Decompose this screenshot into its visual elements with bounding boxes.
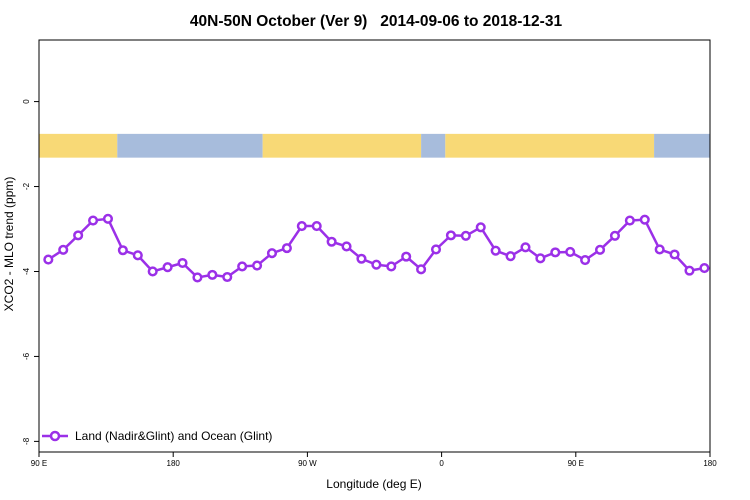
legend: Land (Nadir&Glint) and Ocean (Glint) xyxy=(42,429,272,443)
y-tick-label: -6 xyxy=(22,352,31,360)
x-axis-label: Longitude (deg E) xyxy=(326,477,421,491)
x-tick-label: 180 xyxy=(167,459,181,468)
y-tick-label: -4 xyxy=(22,267,31,275)
strip-segment-land xyxy=(39,133,118,158)
data-point xyxy=(416,264,427,275)
data-point xyxy=(207,269,218,280)
legend-entry-label: Land (Nadir&Glint) and Ocean (Glint) xyxy=(75,429,272,443)
strip-segment-ocean xyxy=(421,133,446,158)
data-point xyxy=(565,246,576,257)
data-point xyxy=(102,213,114,224)
data-point xyxy=(699,263,710,274)
data-point xyxy=(43,254,54,265)
land-ocean-strip xyxy=(39,133,710,158)
data-point xyxy=(356,253,367,264)
data-point xyxy=(117,245,128,256)
data-point xyxy=(147,266,158,277)
x-tick-label: 0 xyxy=(439,459,444,468)
strip-segment-land xyxy=(445,133,655,158)
data-point xyxy=(430,244,442,255)
y-axis-label: XCO2 - MLO trend (ppm) xyxy=(2,177,16,312)
data-point xyxy=(535,253,546,264)
data-point xyxy=(520,242,531,253)
data-point xyxy=(311,220,322,232)
data-point xyxy=(386,261,397,272)
data-point xyxy=(266,248,278,259)
data-point xyxy=(669,249,680,260)
data-point xyxy=(58,244,69,255)
data-point xyxy=(609,230,620,241)
strip-segment-land xyxy=(262,133,422,158)
data-point xyxy=(222,271,233,283)
y-tick-label: 0 xyxy=(22,99,31,104)
data-point xyxy=(177,257,188,269)
data-point xyxy=(296,220,307,232)
data-point xyxy=(505,251,516,262)
axes: 90 E 180 90 W 0 90 E 180 0 -2 -4 -6 -8 xyxy=(22,39,717,468)
data-point xyxy=(475,222,486,233)
data-point xyxy=(654,244,665,255)
data-point xyxy=(460,230,471,241)
data-point xyxy=(594,244,606,255)
data-point xyxy=(639,214,650,225)
data-point xyxy=(132,250,143,261)
y-tick-label: -8 xyxy=(22,437,31,445)
x-tick-label: 90 W xyxy=(298,459,317,468)
data-point xyxy=(401,251,412,262)
legend-marker-swatch xyxy=(49,430,61,442)
strip-segment-ocean xyxy=(654,133,710,158)
data-point xyxy=(326,236,337,247)
data-point xyxy=(281,243,292,254)
data-point xyxy=(162,262,173,273)
data-point xyxy=(252,260,263,271)
x-tick-label: 180 xyxy=(703,459,717,468)
data-point xyxy=(580,254,591,266)
data-point xyxy=(73,230,84,241)
data-point xyxy=(490,245,501,256)
data-point xyxy=(341,241,352,252)
data-point xyxy=(624,215,635,226)
data-point xyxy=(192,272,203,283)
strip-segment-ocean xyxy=(117,133,263,158)
plot-frame xyxy=(38,39,711,453)
data-point xyxy=(237,261,248,272)
x-tick-label: 90 E xyxy=(568,459,584,468)
data-point xyxy=(550,247,561,258)
data-point xyxy=(88,215,99,226)
chart-title: 40N-50N October (Ver 9) 2014-09-06 to 20… xyxy=(190,13,563,30)
data-point xyxy=(684,265,695,276)
series-layer xyxy=(43,213,710,283)
data-point xyxy=(371,259,382,270)
x-tick-label: 90 E xyxy=(31,459,47,468)
data-point xyxy=(445,230,456,241)
y-tick-label: -2 xyxy=(22,182,31,190)
